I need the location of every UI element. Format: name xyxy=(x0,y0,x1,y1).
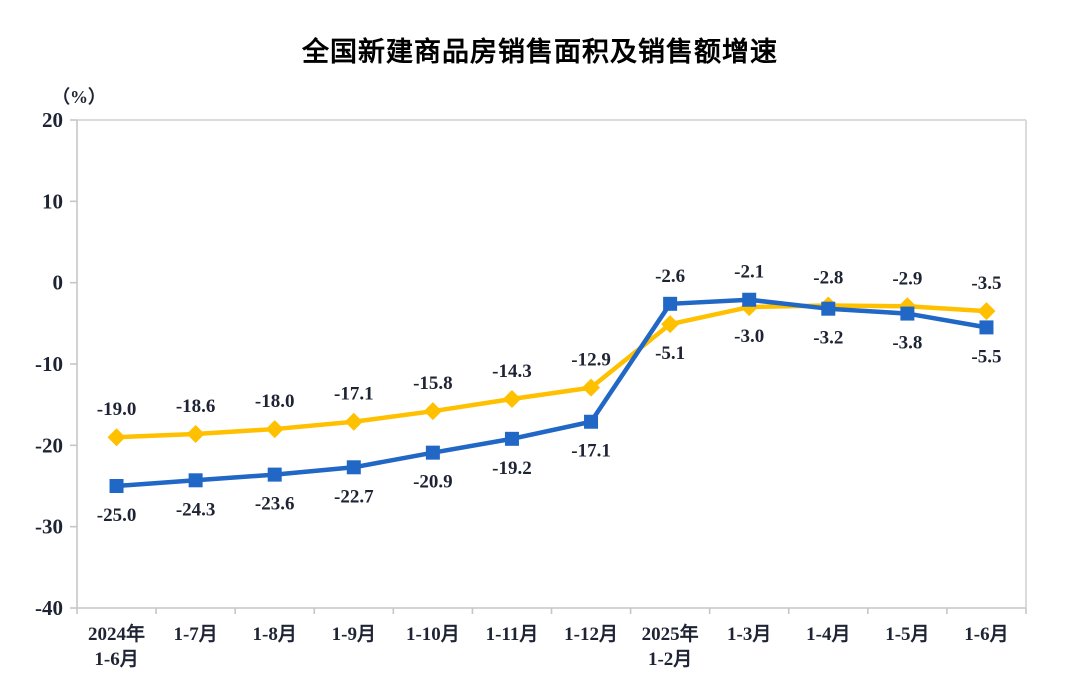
marker-sales-area xyxy=(502,389,521,408)
x-axis-label: 1-5月 xyxy=(885,624,929,645)
data-label-sales-area: -12.9 xyxy=(571,350,611,371)
data-label-sales-amount: -25.0 xyxy=(97,505,137,526)
marker-sales-amount xyxy=(188,473,203,488)
marker-sales-amount xyxy=(504,431,519,446)
x-axis-label: 1-9月 xyxy=(332,624,376,645)
data-label-sales-amount: -20.9 xyxy=(413,472,453,493)
data-label-sales-area: -15.8 xyxy=(413,373,453,394)
marker-sales-amount xyxy=(346,460,361,475)
data-label-sales-amount: -5.5 xyxy=(971,346,1001,367)
data-label-sales-amount: -23.6 xyxy=(255,494,295,515)
data-label-sales-amount: -3.8 xyxy=(892,333,922,354)
data-label-sales-amount: -3.2 xyxy=(813,328,843,349)
marker-sales-amount xyxy=(821,301,836,316)
marker-sales-amount xyxy=(425,445,440,460)
marker-sales-area xyxy=(186,424,205,443)
marker-sales-area xyxy=(107,428,126,447)
x-axis-label: 1-10月 xyxy=(406,624,460,645)
data-label-sales-area: -5.1 xyxy=(655,343,685,364)
data-label-sales-area: -19.0 xyxy=(97,399,137,420)
marker-sales-area xyxy=(582,378,601,397)
marker-sales-amount xyxy=(109,479,124,493)
data-label-sales-area: -18.6 xyxy=(176,396,216,417)
x-axis-label: 2024年 1-6月 xyxy=(88,622,145,670)
data-label-sales-area: -2.8 xyxy=(813,267,843,288)
data-label-sales-amount: -19.2 xyxy=(492,458,532,479)
data-label-sales-area: -17.1 xyxy=(334,384,374,405)
y-axis-unit-label: （%） xyxy=(52,87,106,107)
marker-sales-amount xyxy=(267,467,282,482)
marker-sales-area xyxy=(265,420,284,439)
y-axis-tick-label: 20 xyxy=(42,108,63,132)
x-axis-label: 2025年 1-2月 xyxy=(642,622,699,670)
series-line-sales-area xyxy=(114,303,989,440)
marker-sales-area xyxy=(977,302,996,321)
chart-title: 全国新建商品房销售面积及销售额增速 xyxy=(302,37,778,68)
data-label-sales-amount: -22.7 xyxy=(334,486,374,507)
x-axis-label: 1-8月 xyxy=(253,624,297,645)
x-axis-label: 1-6月 xyxy=(964,624,1008,645)
y-axis-tick-label: -20 xyxy=(35,433,63,457)
x-axis-label: 1-3月 xyxy=(727,624,771,645)
data-label-sales-area: -3.5 xyxy=(971,273,1001,294)
y-axis-tick-label: -40 xyxy=(35,596,63,620)
data-label-sales-amount: -24.3 xyxy=(176,499,216,520)
x-axis-label: 1-4月 xyxy=(806,624,850,645)
data-label-sales-amount: -2.1 xyxy=(734,262,764,283)
data-label-sales-area: -3.0 xyxy=(734,326,764,347)
y-axis-tick-label: -30 xyxy=(35,515,63,539)
series-line-sales-amount xyxy=(114,297,989,489)
marker-sales-amount xyxy=(900,306,915,321)
data-label-sales-area: -2.9 xyxy=(892,268,922,289)
marker-sales-amount xyxy=(663,296,678,311)
x-axis-label: 1-12月 xyxy=(564,624,618,645)
y-axis-tick-label: 0 xyxy=(53,271,64,295)
marker-sales-amount xyxy=(584,414,599,429)
y-axis-tick-label: 10 xyxy=(42,189,63,213)
x-axis-label: 1-11月 xyxy=(486,624,539,645)
marker-sales-area xyxy=(423,402,442,421)
marker-sales-area xyxy=(661,315,680,334)
marker-sales-amount xyxy=(742,292,757,307)
x-axis-label: 1-7月 xyxy=(173,624,217,645)
data-label-sales-area: -18.0 xyxy=(255,391,295,412)
data-label-sales-area: -14.3 xyxy=(492,361,532,382)
marker-sales-area xyxy=(344,412,363,431)
y-axis-tick-label: -10 xyxy=(35,352,63,376)
data-label-sales-amount: -2.6 xyxy=(655,266,685,287)
data-label-sales-amount: -17.1 xyxy=(571,441,611,462)
marker-sales-amount xyxy=(979,320,994,335)
